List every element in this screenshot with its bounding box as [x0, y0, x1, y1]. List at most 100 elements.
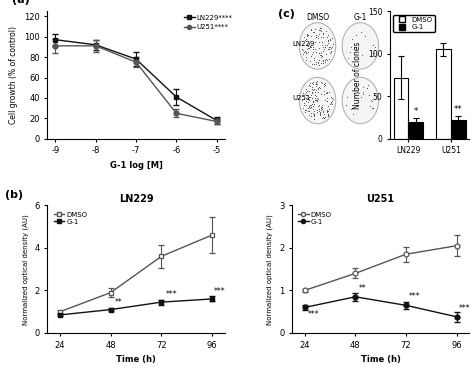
Point: [324, 98, 331, 104]
X-axis label: Time (h): Time (h): [116, 355, 156, 364]
Point: [307, 80, 314, 86]
Point: [314, 85, 322, 91]
Point: [322, 51, 330, 57]
Point: [322, 90, 330, 96]
Point: [324, 112, 332, 118]
Point: [309, 99, 317, 105]
Point: [359, 84, 366, 90]
Point: [299, 90, 307, 96]
Point: [299, 42, 306, 48]
Point: [305, 32, 312, 38]
Text: LN229: LN229: [292, 41, 314, 47]
Point: [298, 46, 306, 52]
Point: [317, 54, 324, 60]
Point: [357, 29, 365, 35]
Title: LN229: LN229: [118, 195, 153, 205]
Point: [302, 54, 310, 60]
Point: [363, 85, 371, 91]
Point: [362, 33, 369, 39]
Point: [317, 109, 324, 115]
Point: [302, 107, 310, 113]
Point: [323, 107, 330, 112]
Point: [309, 110, 316, 115]
Point: [302, 102, 310, 108]
Point: [305, 94, 312, 100]
Point: [319, 108, 327, 114]
Legend: LN229****, U251****: LN229****, U251****: [182, 12, 236, 33]
Point: [324, 112, 332, 118]
Text: G-1: G-1: [354, 13, 367, 23]
Point: [310, 116, 318, 122]
Point: [347, 44, 355, 50]
Point: [315, 31, 322, 37]
Point: [307, 83, 314, 89]
Text: ***: ***: [214, 287, 226, 296]
Point: [311, 92, 319, 98]
Point: [321, 44, 329, 50]
Point: [317, 24, 325, 30]
Point: [308, 95, 316, 101]
Point: [309, 79, 317, 85]
Point: [310, 111, 318, 117]
Point: [303, 31, 311, 37]
Point: [325, 44, 332, 50]
Point: [306, 102, 313, 108]
Point: [298, 97, 306, 103]
Point: [319, 34, 327, 40]
Point: [310, 116, 318, 122]
Point: [317, 112, 324, 118]
Point: [325, 90, 333, 95]
Point: [300, 100, 308, 106]
Point: [301, 107, 309, 113]
Point: [303, 89, 310, 95]
Point: [357, 94, 365, 100]
Bar: [436, 50, 451, 139]
Point: [320, 88, 328, 94]
Point: [315, 38, 323, 44]
Point: [312, 49, 320, 55]
Point: [307, 43, 314, 49]
Text: U251: U251: [292, 95, 310, 101]
Point: [312, 34, 319, 40]
Point: [359, 91, 366, 97]
Point: [312, 83, 319, 89]
Point: [359, 89, 367, 95]
Point: [328, 45, 335, 51]
Point: [303, 47, 310, 53]
Point: [305, 45, 313, 51]
Point: [347, 106, 355, 112]
Point: [304, 105, 311, 111]
Point: [317, 34, 325, 40]
Point: [310, 61, 318, 67]
Point: [322, 80, 329, 86]
Point: [310, 81, 317, 87]
Point: [314, 33, 322, 38]
Point: [371, 44, 379, 50]
Point: [303, 88, 310, 94]
Point: [305, 97, 313, 102]
Text: ***: ***: [459, 304, 470, 313]
Point: [300, 51, 307, 57]
Point: [302, 95, 310, 101]
Point: [324, 90, 331, 95]
Point: [306, 103, 313, 109]
Point: [301, 102, 308, 108]
Point: [322, 56, 330, 62]
Point: [301, 96, 308, 102]
Point: [314, 60, 321, 66]
Point: [301, 95, 308, 101]
Bar: [409, 122, 423, 139]
Point: [314, 58, 321, 64]
Point: [327, 100, 335, 106]
Point: [319, 39, 326, 45]
Point: [316, 85, 324, 91]
Point: [318, 104, 326, 110]
Point: [369, 42, 377, 48]
Text: ***: ***: [165, 290, 177, 299]
Point: [307, 43, 315, 48]
Point: [320, 46, 328, 52]
Point: [313, 95, 321, 101]
Legend: DMSO, G-1: DMSO, G-1: [393, 14, 435, 32]
Point: [324, 32, 332, 38]
Point: [319, 80, 326, 86]
